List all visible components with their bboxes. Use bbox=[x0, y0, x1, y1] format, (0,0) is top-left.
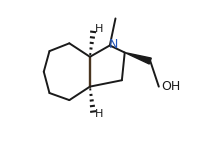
Text: N: N bbox=[109, 38, 118, 51]
Text: H: H bbox=[95, 109, 104, 119]
Text: H: H bbox=[95, 24, 104, 34]
Text: OH: OH bbox=[161, 80, 180, 93]
Polygon shape bbox=[125, 53, 151, 64]
